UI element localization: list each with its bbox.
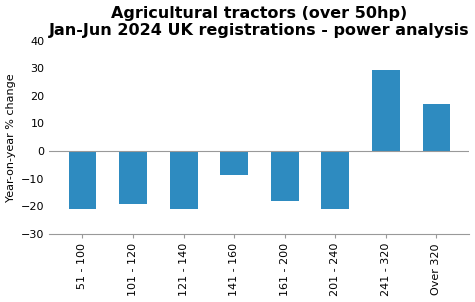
Bar: [271, 151, 299, 201]
Bar: [119, 151, 147, 204]
Y-axis label: Year-on-year % change: Year-on-year % change: [6, 73, 16, 202]
Bar: [68, 151, 96, 209]
Bar: [170, 151, 198, 209]
Bar: [372, 69, 400, 151]
Bar: [220, 151, 248, 175]
Bar: [322, 151, 349, 209]
Bar: [423, 104, 450, 151]
Title: Agricultural tractors (over 50hp)
Jan-Jun 2024 UK registrations - power analysis: Agricultural tractors (over 50hp) Jan-Ju…: [49, 5, 470, 38]
